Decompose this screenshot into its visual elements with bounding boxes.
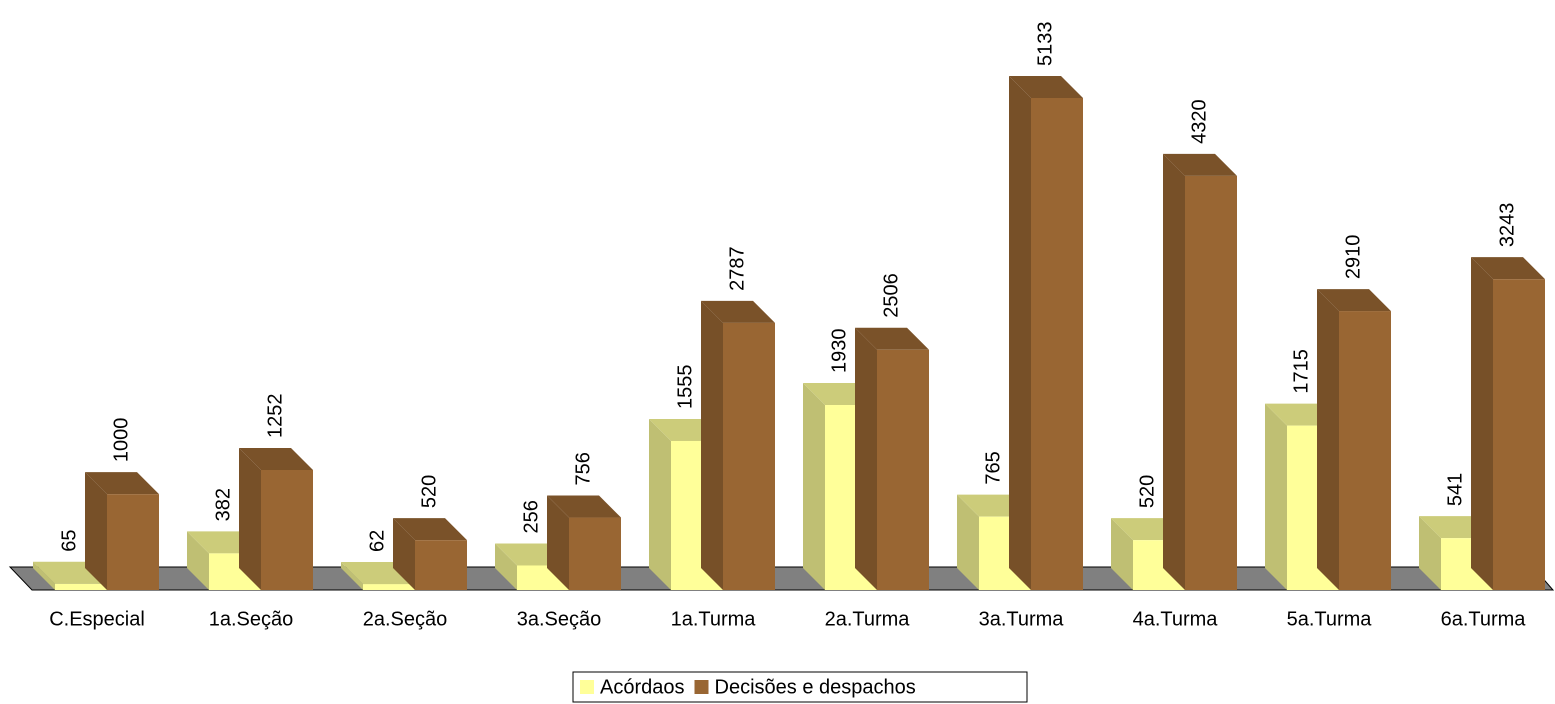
bar [723,322,775,590]
bar-side [855,327,877,590]
data-label: 1000 [110,418,132,463]
bar [1339,311,1391,590]
bar-top [393,518,467,541]
bar [1185,175,1237,590]
bar [415,540,467,590]
x-tick-label: 6a.Turma [1441,608,1527,630]
data-label: 1715 [1290,349,1312,394]
legend-label: Decisões e despachos [715,676,916,698]
bar-side [341,562,363,590]
bar-side [1163,153,1185,590]
legend-swatch [694,680,709,694]
bar-top [1163,153,1237,176]
data-label: 765 [982,451,1004,484]
data-label: 1555 [674,364,696,409]
bar-side [393,518,415,590]
data-label: 5133 [1034,22,1056,67]
bar [1031,98,1083,590]
bar-top [1471,257,1545,280]
x-tick-label: 3a.Turma [979,608,1065,630]
x-tick-label: C.Especial [49,608,145,630]
bar-side [1111,518,1133,590]
data-label: 62 [366,530,388,552]
bar-side [1419,516,1441,590]
bar-side [1471,257,1493,590]
x-tick-label: 5a.Turma [1287,608,1373,630]
data-label: 3243 [1496,203,1518,248]
bar-side [1265,403,1287,590]
bar-top [701,300,775,323]
x-tick-label: 1a.Seção [209,608,294,630]
legend-box [572,671,1028,703]
bar [1493,279,1545,590]
bar [569,517,621,590]
bar-top [85,472,159,495]
data-label: 382 [212,488,234,521]
bar-top [855,327,929,350]
bar-top [1317,289,1391,312]
bar-side [1009,76,1031,590]
bar-side [701,300,723,590]
x-tick-label: 1a.Turma [671,608,757,630]
bar-top [1009,76,1083,98]
bar-side [547,495,569,590]
data-label: 2787 [726,246,748,291]
bar-side [957,494,979,590]
data-label: 541 [1444,473,1466,506]
x-tick-label: 2a.Seção [363,608,448,630]
bar-side [239,447,261,590]
bar [363,584,415,590]
x-tick-label: 3a.Seção [517,608,602,630]
data-label: 65 [58,530,80,552]
x-tick-label: 4a.Turma [1133,608,1219,630]
x-tick-label: 2a.Turma [825,608,911,630]
data-label: 256 [520,500,542,533]
bar [261,469,313,590]
data-label: 1252 [264,393,286,438]
bar [107,494,159,590]
bar-side [85,472,107,590]
bar-top [547,495,621,518]
data-label: 520 [418,475,440,508]
bar [877,349,929,590]
bar-side [649,418,671,590]
bar-side [187,531,209,590]
legend-swatch [580,680,594,694]
data-label: 756 [572,452,594,485]
bar-top [239,447,313,470]
legend: Acórdaos Decisões e despachos [572,671,1028,703]
data-label: 2910 [1342,235,1364,280]
data-label: 2506 [880,273,902,318]
bar [55,583,107,590]
bar-side [495,543,517,590]
data-label: 520 [1136,475,1158,508]
data-label: 4320 [1188,99,1210,144]
bar-side [803,383,825,590]
data-label: 1930 [828,329,850,374]
legend-label: Acórdaos [600,676,685,698]
bar-side [1317,289,1339,590]
bar-side [33,561,55,590]
